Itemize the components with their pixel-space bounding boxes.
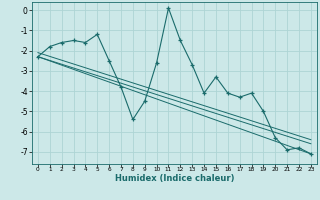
X-axis label: Humidex (Indice chaleur): Humidex (Indice chaleur) [115,174,234,183]
